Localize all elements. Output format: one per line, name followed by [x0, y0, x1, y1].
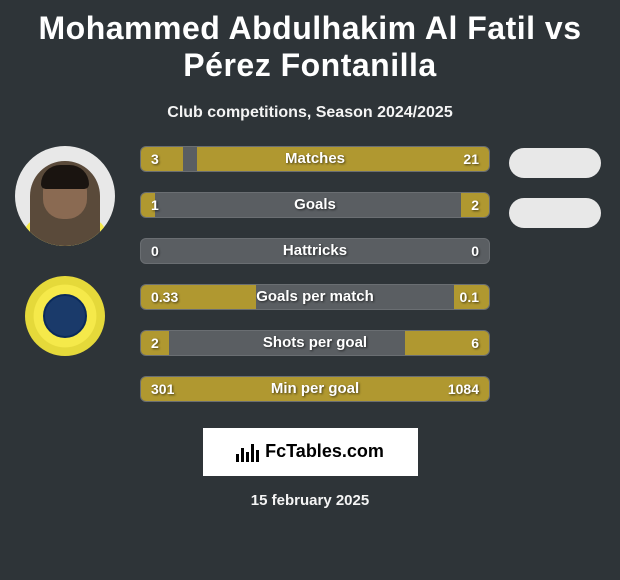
footer: FcTables.com 15 february 2025: [0, 428, 620, 509]
bar-label: Shots per goal: [141, 331, 489, 355]
stat-row: 00Hattricks: [140, 238, 490, 264]
stat-row: 26Shots per goal: [140, 330, 490, 356]
stats-bars: 321Matches 12Goals 00Hattricks 0.330.1Goals…: [120, 146, 500, 422]
bar-label: Min per goal: [141, 377, 489, 401]
stat-row: 3011084Min per goal: [140, 376, 490, 402]
bar-label: Hattricks: [141, 239, 489, 263]
right-column: [500, 146, 610, 422]
brand-logo: FcTables.com: [203, 428, 418, 476]
footer-date: 15 february 2025: [251, 492, 369, 509]
page-title: Mohammed Abdulhakim Al Fatil vs Pérez Fo…: [0, 0, 620, 90]
player2-avatar-placeholder: [509, 148, 601, 178]
chart-icon: [236, 442, 259, 462]
comparison-content: 321Matches 12Goals 00Hattricks 0.330.1Goals…: [0, 146, 620, 422]
brand-text: FcTables.com: [265, 441, 384, 462]
stat-row: 321Matches: [140, 146, 490, 172]
player1-club-badge: [25, 276, 105, 356]
stat-row: 0.330.1Goals per match: [140, 284, 490, 310]
stat-row: 12Goals: [140, 192, 490, 218]
bar-label: Goals: [141, 193, 489, 217]
club-badge-inner: [43, 294, 87, 338]
left-column: [10, 146, 120, 422]
player1-silhouette: [30, 161, 100, 246]
player1-avatar: [15, 146, 115, 246]
bar-label: Matches: [141, 147, 489, 171]
subtitle: Club competitions, Season 2024/2025: [0, 104, 620, 122]
bar-label: Goals per match: [141, 285, 489, 309]
player2-club-placeholder: [509, 198, 601, 228]
